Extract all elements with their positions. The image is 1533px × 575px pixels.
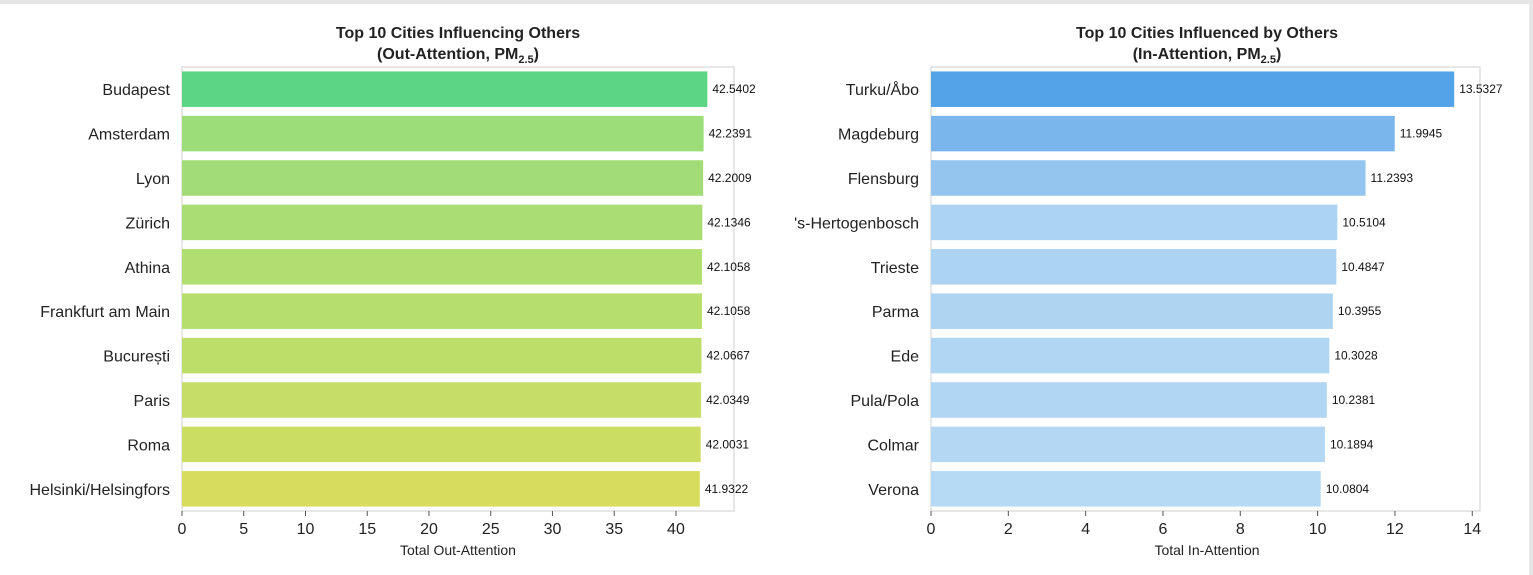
left-category-label-5: Frankfurt am Main <box>40 304 170 321</box>
left-x-tick-label-1: 5 <box>239 521 248 538</box>
left-x-tick-label-7: 35 <box>605 521 623 538</box>
right-bar-1 <box>931 115 1395 152</box>
right-x-tick-label-6: 12 <box>1386 521 1404 538</box>
right-bar-2 <box>931 160 1366 196</box>
right-x-tick-label-0: 0 <box>927 521 936 538</box>
right-chart-subtitle: (In-Attention, PM2.5) <box>1133 46 1282 66</box>
right-chart: Top 10 Cities Influenced by Others (In-A… <box>794 25 1503 558</box>
right-bar-0 <box>931 71 1455 107</box>
left-chart-subtitle: (Out-Attention, PM2.5) <box>377 46 539 66</box>
right-category-label-8: Colmar <box>867 437 919 454</box>
left-category-label-2: Lyon <box>136 171 170 188</box>
left-bar-7 <box>182 382 702 418</box>
left-plot-frame <box>181 66 735 512</box>
left-bar-9 <box>182 471 700 507</box>
left-x-tick-label-3: 15 <box>358 521 376 538</box>
left-x-axis-label: Total Out-Attention <box>400 542 516 558</box>
right-value-label-3: 10.5104 <box>1342 215 1386 229</box>
right-category-label-7: Pula/Pola <box>851 393 920 410</box>
left-category-label-6: București <box>103 349 170 366</box>
left-bar-5 <box>182 293 702 329</box>
right-x-tick-label-2: 4 <box>1081 521 1090 538</box>
right-category-label-0: Turku/Åbo <box>846 80 919 99</box>
left-chart-title: Top 10 Cities Influencing Others <box>336 25 580 42</box>
left-chart: Top 10 Cities Influencing Others (Out-At… <box>30 25 757 558</box>
right-category-label-6: Ede <box>891 349 920 366</box>
right-bar-5 <box>931 293 1333 329</box>
left-subtitle-sub: 2.5 <box>518 54 533 66</box>
left-x-tick-label-6: 30 <box>544 521 562 538</box>
left-x-tick-label-4: 20 <box>420 521 438 538</box>
right-x-tick-label-3: 6 <box>1159 521 1168 538</box>
left-x-tick-label-5: 25 <box>482 521 500 538</box>
right-category-label-5: Parma <box>872 304 919 321</box>
left-bar-6 <box>182 337 702 374</box>
left-value-label-2: 42.2009 <box>708 171 752 185</box>
left-bar-8 <box>182 426 701 463</box>
left-bar-0 <box>182 71 708 107</box>
left-x-tick-label-2: 10 <box>297 521 315 538</box>
right-subtitle-sub: 2.5 <box>1261 54 1276 66</box>
left-x-tick-label-8: 40 <box>667 521 685 538</box>
right-category-label-2: Flensburg <box>848 171 919 188</box>
right-value-label-9: 10.0804 <box>1326 482 1370 496</box>
left-value-label-0: 42.5402 <box>712 82 756 96</box>
left-value-label-9: 41.9322 <box>705 482 749 496</box>
right-x-tick-label-4: 8 <box>1236 521 1245 538</box>
right-value-label-2: 11.2393 <box>1371 171 1414 185</box>
right-category-label-1: Magdeburg <box>838 127 919 144</box>
right-value-label-8: 10.1894 <box>1330 437 1374 451</box>
left-category-label-9: Helsinki/Helsingfors <box>30 482 171 499</box>
left-bar-4 <box>182 249 702 285</box>
left-bar-3 <box>182 204 703 241</box>
left-value-label-6: 42.0667 <box>706 349 750 363</box>
right-chart-marks: Turku/Åbo 13.5327 Magdeburg 11.9945 Flensbur… <box>794 71 1503 538</box>
left-category-label-3: Zürich <box>126 215 170 232</box>
left-value-label-7: 42.0349 <box>706 393 750 407</box>
right-bar-3 <box>931 204 1338 241</box>
right-value-label-5: 10.3955 <box>1338 304 1382 318</box>
left-category-label-1: Amsterdam <box>88 127 170 144</box>
right-subtitle-prefix: (In-Attention, PM <box>1133 46 1261 63</box>
right-x-tick-label-1: 2 <box>1004 521 1013 538</box>
left-category-label-7: Paris <box>134 393 170 410</box>
left-subtitle-prefix: (Out-Attention, PM <box>377 46 518 63</box>
right-x-tick-label-7: 14 <box>1463 521 1481 538</box>
left-value-label-3: 42.1346 <box>707 215 751 229</box>
right-bar-8 <box>931 426 1325 463</box>
left-value-label-1: 42.2391 <box>709 127 753 141</box>
right-subtitle-suffix: ) <box>1276 46 1281 63</box>
right-bar-7 <box>931 382 1327 418</box>
right-value-label-0: 13.5327 <box>1459 82 1503 96</box>
right-category-label-4: Trieste <box>871 260 919 277</box>
right-value-label-6: 10.3028 <box>1334 349 1378 363</box>
left-value-label-4: 42.1058 <box>707 260 751 274</box>
left-subtitle-suffix: ) <box>534 46 539 63</box>
left-bar-1 <box>182 115 704 152</box>
right-category-label-9: Verona <box>868 482 919 499</box>
right-x-tick-label-5: 10 <box>1309 521 1327 538</box>
left-x-tick-label-0: 0 <box>178 521 187 538</box>
right-bar-6 <box>931 337 1330 374</box>
left-value-label-5: 42.1058 <box>707 304 751 318</box>
right-x-axis-label: Total In-Attention <box>1154 542 1259 558</box>
right-value-label-1: 11.9945 <box>1400 127 1443 141</box>
left-bar-2 <box>182 160 704 196</box>
left-category-label-4: Athina <box>125 260 170 277</box>
right-plot-frame <box>930 66 1481 512</box>
right-bar-9 <box>931 471 1321 507</box>
window-right-border <box>1529 0 1533 575</box>
left-value-label-8: 42.0031 <box>706 437 750 451</box>
window-top-border <box>0 0 1533 4</box>
left-chart-marks: Budapest 42.5402 Amsterdam 42.2391 Lyon 42.20… <box>30 71 756 538</box>
right-value-label-7: 10.2381 <box>1332 393 1376 407</box>
left-category-label-0: Budapest <box>102 82 170 99</box>
right-value-label-4: 10.4847 <box>1341 260 1385 274</box>
right-bar-4 <box>931 249 1337 285</box>
left-category-label-8: Roma <box>127 437 170 454</box>
right-category-label-3: 's-Hertogenbosch <box>794 215 919 232</box>
right-chart-title: Top 10 Cities Influenced by Others <box>1076 25 1338 42</box>
